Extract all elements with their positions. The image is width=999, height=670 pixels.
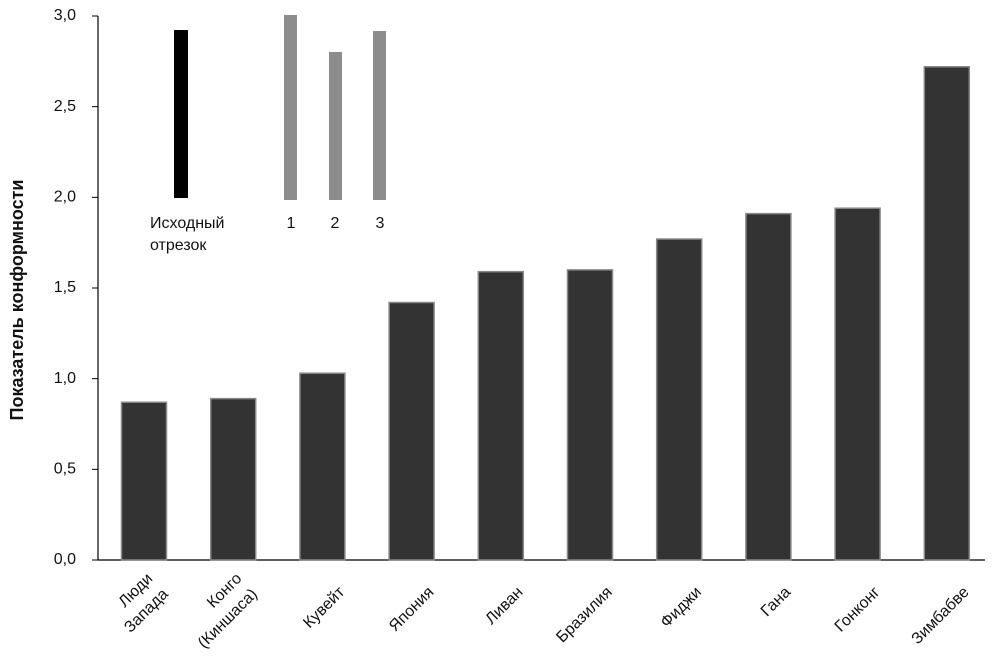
x-tick-label: Гонконг: [832, 584, 884, 636]
comparison-line: [329, 52, 342, 200]
bar: [120, 401, 168, 561]
y-tick-label: 1,5: [54, 279, 76, 296]
bar: [834, 207, 881, 561]
x-tick-label: ЛюдиЗапада: [106, 570, 172, 636]
y-tick-label: 0,0: [54, 551, 76, 568]
x-tick-label: Зимбабве: [909, 584, 973, 648]
bar: [477, 270, 525, 561]
line-label: 3: [376, 215, 385, 232]
bar: [745, 212, 792, 561]
comparison-line: [284, 15, 297, 200]
x-tick-label: Ливан: [482, 584, 526, 628]
line-label: 2: [331, 215, 340, 232]
bar: [209, 397, 257, 561]
y-tick-label: 3,0: [54, 7, 76, 24]
x-tick-label: Бразилия: [553, 584, 615, 646]
y-tick-label: 0,5: [54, 461, 76, 478]
bar: [923, 66, 971, 561]
y-tick-label: 1,0: [54, 370, 76, 387]
bar: [299, 372, 346, 561]
bar: [655, 238, 703, 561]
comparison-line: [373, 31, 386, 200]
x-tick-label: Япония: [386, 584, 437, 635]
y-axis-label: Показатель конформности: [7, 180, 27, 421]
bar: [566, 269, 614, 561]
x-tick-label: Гана: [758, 584, 794, 620]
y-tick-label: 2,0: [54, 189, 76, 206]
reference-label: Исходный отрезок: [150, 215, 224, 254]
x-tick-label: Кувейт: [300, 583, 348, 631]
x-tick-label: Фиджи: [658, 584, 705, 631]
bar: [388, 301, 435, 561]
line-label: 1: [287, 215, 296, 232]
x-tick-label: Конго(Киншаса): [180, 570, 262, 652]
y-tick-label: 2,5: [54, 98, 76, 115]
reference-line: [174, 30, 188, 198]
inset: Исходный отрезок 1 2 3: [150, 15, 386, 254]
